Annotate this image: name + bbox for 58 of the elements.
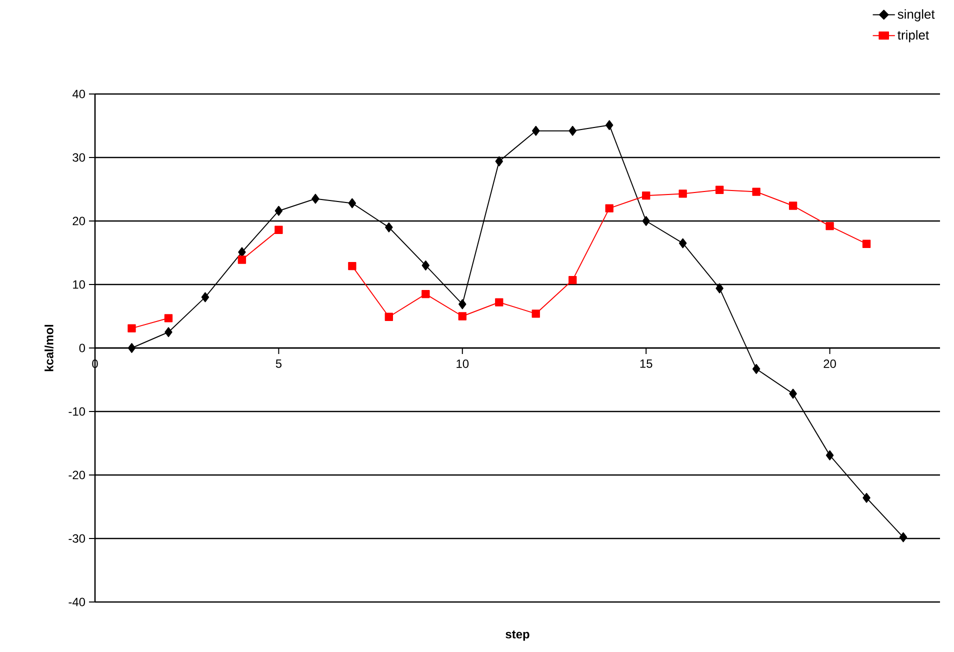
point [128, 324, 136, 332]
point [752, 364, 760, 374]
point [678, 238, 687, 248]
point [568, 126, 576, 136]
point [274, 206, 283, 216]
y-tick-label: -40 [68, 598, 86, 606]
point [826, 450, 834, 460]
y-axis-title: kcal/mol [44, 324, 54, 372]
point [752, 188, 760, 196]
x-tick-label: 5 [276, 360, 282, 368]
y-tick-label: 40 [72, 90, 86, 98]
point [495, 298, 504, 306]
point [348, 262, 356, 270]
y-tick-label: 20 [72, 216, 86, 226]
point [678, 190, 687, 198]
point [238, 247, 246, 258]
point [238, 256, 246, 264]
point [164, 327, 172, 338]
point [826, 222, 834, 230]
point [642, 192, 650, 200]
legend-label: singlet [898, 9, 935, 22]
point [532, 310, 540, 318]
y-tick-label: 30 [72, 153, 86, 162]
point [384, 312, 394, 321]
x-tick-label: 10 [456, 360, 469, 368]
point [788, 202, 798, 210]
y-tick-label: 0 [79, 344, 86, 352]
y-tick-label: 10 [73, 280, 86, 289]
point [642, 216, 650, 226]
point [568, 276, 577, 284]
point [274, 226, 283, 234]
point [458, 312, 466, 320]
point [495, 156, 503, 166]
point [862, 240, 871, 248]
point [716, 283, 724, 294]
point [899, 532, 908, 542]
point [715, 186, 724, 194]
point [862, 492, 870, 503]
point [458, 299, 466, 310]
point [128, 343, 136, 353]
x-tick-label: 15 [640, 360, 652, 368]
point [532, 126, 540, 136]
point [605, 120, 614, 130]
y-tick-label: -30 [68, 534, 86, 543]
point [201, 292, 210, 302]
point [789, 388, 797, 399]
x-axis-title: step [506, 630, 530, 641]
y-tick-label: -20 [68, 470, 86, 480]
x-tick-label: 20 [824, 360, 836, 368]
point [422, 260, 430, 270]
legend-label: triplet [898, 30, 929, 42]
point [422, 290, 430, 298]
point [385, 222, 393, 232]
point [312, 194, 320, 204]
y-tick-label: -10 [68, 407, 86, 416]
point [605, 204, 614, 212]
point [348, 198, 356, 208]
point [164, 314, 173, 322]
